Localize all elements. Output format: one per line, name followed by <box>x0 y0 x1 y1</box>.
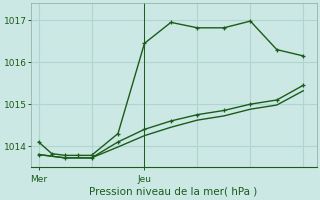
X-axis label: Pression niveau de la mer( hPa ): Pression niveau de la mer( hPa ) <box>90 187 258 197</box>
